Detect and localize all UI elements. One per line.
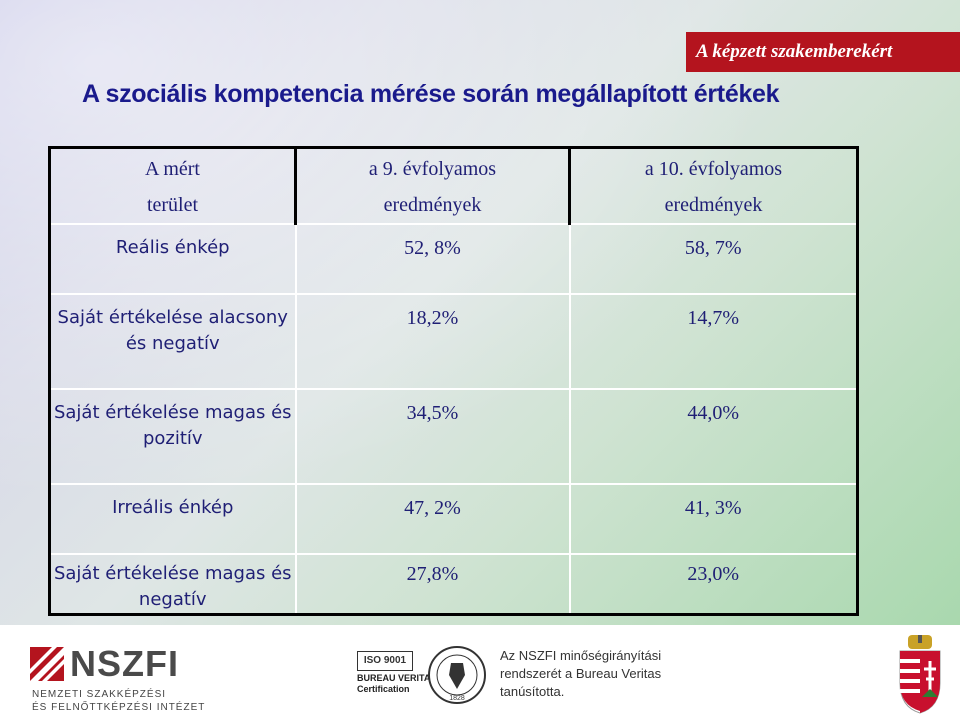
seal-year: 1828 [449, 695, 465, 702]
header-grade9-line1: a 9. évfolyamos [368, 158, 497, 180]
row-grade9-value: 27,8% [406, 563, 459, 585]
nszfi-name: NSZFI [70, 643, 179, 684]
table-row: Reális énkép 52, 8% 58, 7% [49, 223, 858, 295]
nszfi-subtitle-2: ÉS FELNŐTTKÉPZÉSI INTÉZET [32, 702, 206, 713]
row-label: Saját értékelése magas és pozitív [53, 402, 292, 449]
header-grade9: a 9. évfolyamos eredmények [294, 147, 571, 225]
bureau-veritas-seal-icon: 1828 [428, 646, 486, 704]
header-grade10-line2: eredmények [664, 194, 763, 216]
row-grade9-value: 34,5% [406, 402, 459, 424]
certification-text: Az NSZFI minőségirányítási rendszerét a … [500, 648, 662, 699]
row-label: Saját értékelése alacsony és negatív [57, 307, 288, 354]
header-grade9-line2: eredmények [383, 194, 482, 216]
table-row: Saját értékelése magas és pozitív 34,5% … [49, 388, 858, 485]
iso-label: ISO 9001 [357, 651, 413, 671]
page-title: A szociális kompetencia mérése során meg… [82, 80, 780, 108]
row-label: Irreális énkép [112, 497, 234, 518]
nszfi-mark-icon [30, 647, 64, 681]
bureau-veritas-label: BUREAU VERITAS Certification [357, 673, 436, 695]
row-grade10-value: 14,7% [687, 307, 740, 329]
banner: A képzett szakemberekért [686, 32, 960, 72]
table-row: Saját értékelése magas és negatív 27,8% … [49, 553, 858, 615]
table-row: Irreális énkép 47, 2% 41, 3% [49, 483, 858, 555]
row-grade9-value: 52, 8% [404, 237, 461, 259]
hungarian-coat-of-arms-icon [899, 635, 941, 714]
slide-background: A képzett szakemberekért A szociális kom… [0, 0, 960, 625]
row-grade9-value: 18,2% [406, 307, 459, 329]
header-area-line1: A mért [145, 158, 200, 180]
header-grade10-line1: a 10. évfolyamos [644, 158, 783, 180]
row-grade9-value: 47, 2% [404, 497, 461, 519]
row-grade10-value: 23,0% [687, 563, 740, 585]
certification-logo: ISO 9001 BUREAU VERITAS Certification 18… [357, 645, 495, 711]
bv-line1: BUREAU VERITAS [357, 673, 437, 683]
nszfi-logo: NSZFI NEMZETI SZAKKÉPZÉSI ÉS FELNŐTTKÉPZ… [30, 643, 204, 715]
table-row: Saját értékelése alacsony és negatív 18,… [49, 293, 858, 390]
row-grade10-value: 44,0% [687, 402, 740, 424]
table-header-row: A mért terület a 9. évfolyamos eredménye… [49, 147, 858, 225]
results-table: A mért terület a 9. évfolyamos eredménye… [48, 146, 859, 616]
row-grade10-value: 41, 3% [684, 497, 742, 519]
bv-line2: Certification [357, 684, 410, 694]
footer: NSZFI NEMZETI SZAKKÉPZÉSI ÉS FELNŐTTKÉPZ… [0, 625, 960, 720]
row-grade10-value: 58, 7% [684, 237, 742, 259]
header-area-line2: terület [146, 194, 199, 216]
header-grade10: a 10. évfolyamos eredmények [568, 147, 858, 225]
nszfi-subtitle-1: NEMZETI SZAKKÉPZÉSI [32, 689, 167, 700]
header-area: A mért terület [49, 147, 297, 225]
row-label: Saját értékelése magas és negatív [53, 563, 292, 610]
row-label: Reális énkép [115, 237, 230, 258]
